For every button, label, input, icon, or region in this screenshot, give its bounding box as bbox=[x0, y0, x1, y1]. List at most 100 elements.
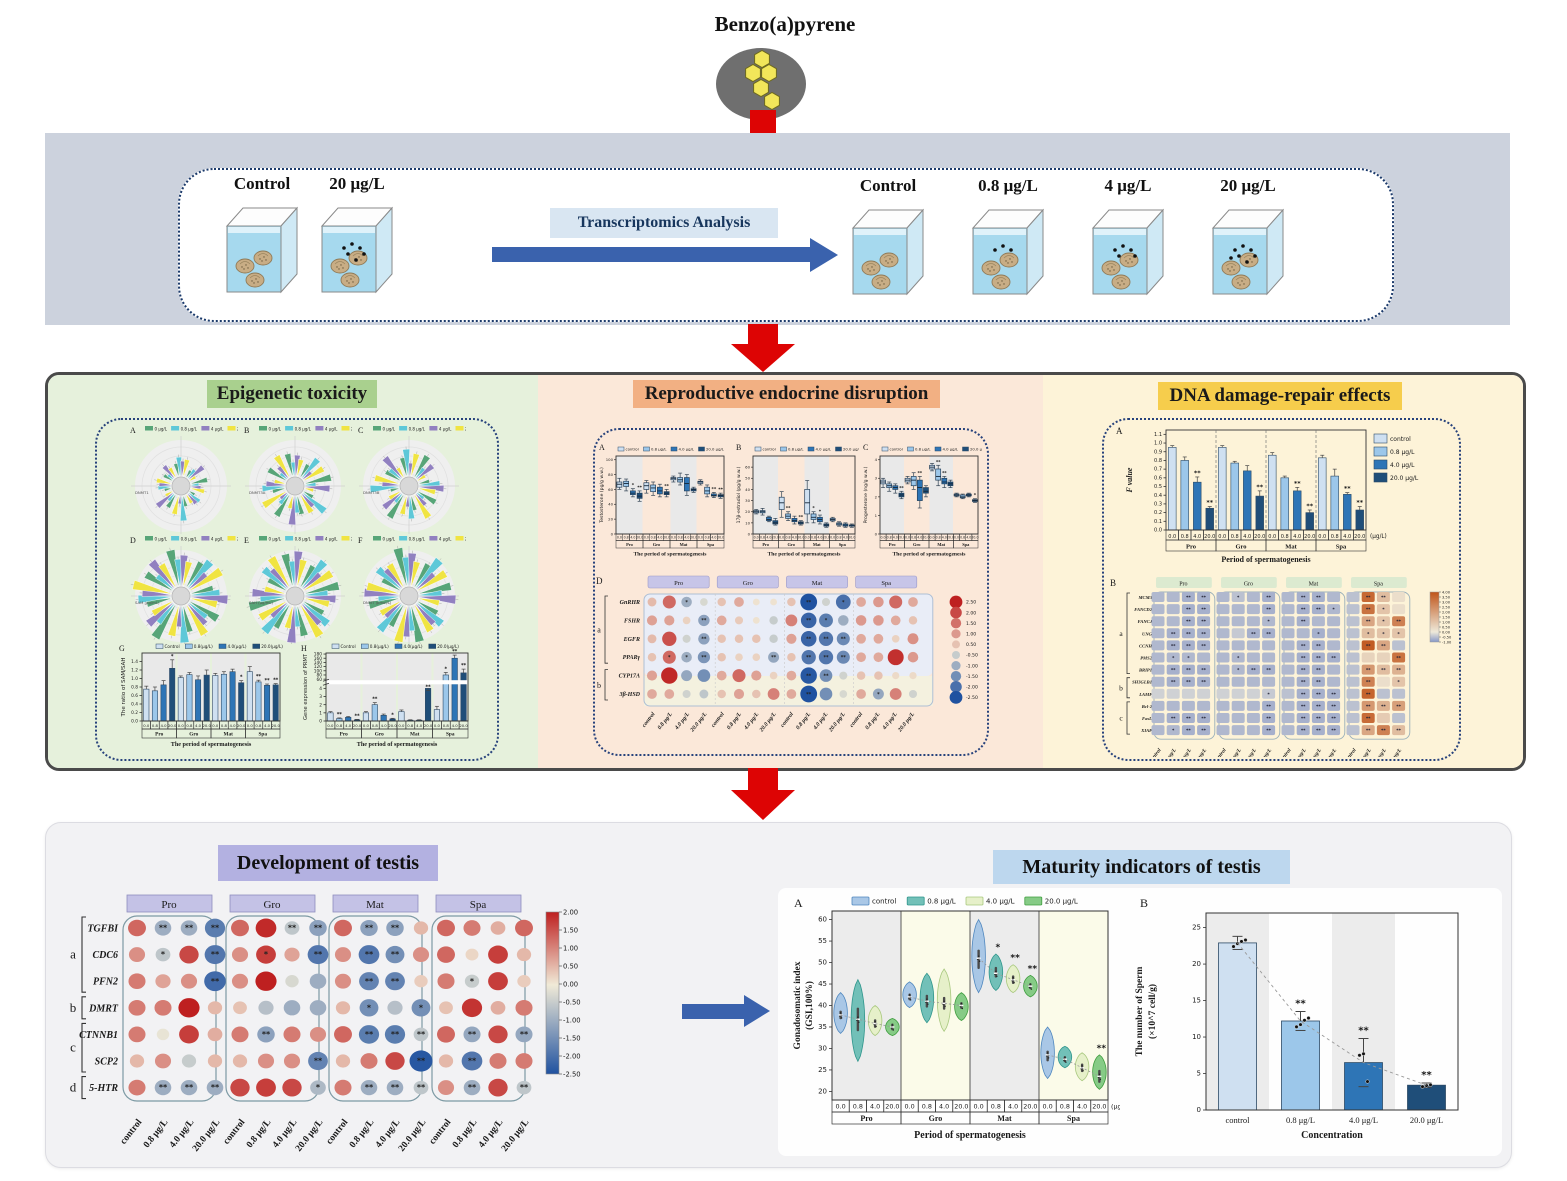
tank-label: Control bbox=[233, 174, 291, 193]
svg-text:0.8: 0.8 bbox=[255, 723, 262, 728]
svg-text:0.8: 0.8 bbox=[1154, 458, 1162, 464]
svg-text:4.0: 4.0 bbox=[264, 723, 271, 728]
svg-text:a: a bbox=[1119, 629, 1123, 638]
svg-text:Gro: Gro bbox=[375, 732, 384, 738]
svg-text:4.0(μg/L): 4.0(μg/L) bbox=[404, 644, 423, 649]
svg-text:50: 50 bbox=[818, 959, 827, 967]
transcriptomics-arrow-head bbox=[810, 238, 838, 272]
svg-text:*: * bbox=[974, 493, 977, 499]
svg-text:*: * bbox=[825, 618, 828, 624]
svg-text:TGFBI: TGFBI bbox=[87, 924, 119, 935]
svg-text:0.6: 0.6 bbox=[131, 693, 138, 699]
svg-text:**: ** bbox=[1316, 728, 1321, 734]
svg-text:**: ** bbox=[718, 487, 723, 493]
svg-text:0.8 μg/L: 0.8 μg/L bbox=[295, 427, 312, 432]
svg-text:c: c bbox=[1119, 714, 1123, 723]
svg-text:*: * bbox=[1367, 631, 1370, 637]
svg-text:**: ** bbox=[417, 1030, 426, 1039]
svg-text:0.8(μg/L): 0.8(μg/L) bbox=[194, 644, 213, 649]
svg-text:0.8: 0.8 bbox=[960, 536, 965, 540]
svg-text:control: control bbox=[711, 711, 726, 728]
svg-text:B: B bbox=[1110, 578, 1116, 588]
svg-text:**: ** bbox=[1028, 964, 1038, 974]
svg-text:control: control bbox=[763, 447, 776, 452]
svg-text:Pro: Pro bbox=[860, 1114, 872, 1123]
svg-text:**: ** bbox=[365, 950, 374, 959]
svg-text:80: 80 bbox=[608, 472, 613, 477]
svg-text:a: a bbox=[70, 947, 76, 962]
svg-text:5-HTR: 5-HTR bbox=[89, 1083, 118, 1094]
svg-text:DNMT3B: DNMT3B bbox=[363, 490, 380, 495]
svg-text:20.0: 20.0 bbox=[898, 536, 905, 540]
svg-text:**: ** bbox=[1201, 607, 1206, 613]
svg-text:**: ** bbox=[1301, 692, 1306, 698]
svg-text:**: ** bbox=[1301, 643, 1306, 649]
svg-text:Period of spermatogenesis: Period of spermatogenesis bbox=[914, 1130, 1026, 1141]
svg-text:**: ** bbox=[314, 1057, 323, 1066]
svg-text:0.8: 0.8 bbox=[1331, 534, 1339, 540]
svg-text:20.0: 20.0 bbox=[1023, 1103, 1037, 1111]
svg-text:4: 4 bbox=[319, 686, 322, 692]
svg-text:1.4: 1.4 bbox=[131, 659, 138, 665]
svg-text:**: ** bbox=[806, 637, 812, 643]
svg-text:**: ** bbox=[1366, 607, 1371, 613]
svg-text:1.00: 1.00 bbox=[966, 632, 976, 638]
svg-text:Pro: Pro bbox=[762, 542, 770, 547]
svg-text:control: control bbox=[1390, 436, 1411, 443]
svg-text:control: control bbox=[1278, 747, 1293, 757]
svg-text:4.0: 4.0 bbox=[1193, 534, 1201, 540]
svg-text:**: ** bbox=[1295, 999, 1306, 1010]
svg-text:PPARγ: PPARγ bbox=[623, 655, 641, 661]
svg-text:**: ** bbox=[1097, 1044, 1107, 1054]
svg-text:Period of spermatogenesis: Period of spermatogenesis bbox=[1221, 555, 1310, 564]
svg-text:0.8 μg/L: 0.8 μg/L bbox=[726, 711, 743, 731]
svg-text:20: 20 bbox=[745, 509, 750, 514]
svg-text:20 μg/L: 20 μg/L bbox=[237, 537, 238, 542]
svg-text:Gonadosomatic index: Gonadosomatic index bbox=[793, 961, 803, 1049]
svg-text:4.0: 4.0 bbox=[1293, 534, 1301, 540]
svg-text:LAMP: LAMP bbox=[1138, 692, 1152, 697]
svg-text:**: ** bbox=[1301, 704, 1306, 710]
svg-text:**: ** bbox=[1381, 704, 1386, 710]
svg-text:**: ** bbox=[1171, 716, 1176, 722]
svg-text:**: ** bbox=[1186, 595, 1191, 601]
svg-text:Testosterone (pg/g w.w.): Testosterone (pg/g w.w.) bbox=[599, 467, 605, 524]
svg-text:-2.50: -2.50 bbox=[966, 695, 978, 701]
svg-text:**: ** bbox=[1381, 728, 1386, 734]
svg-text:**: ** bbox=[806, 618, 812, 624]
svg-text:20.0 μg/L: 20.0 μg/L bbox=[1045, 898, 1078, 906]
svg-text:40: 40 bbox=[608, 502, 613, 507]
svg-text:0.8: 0.8 bbox=[991, 1103, 1001, 1111]
testis-flow-arrow-head bbox=[744, 995, 770, 1027]
svg-text:**: ** bbox=[1396, 656, 1401, 662]
svg-text:**: ** bbox=[1358, 1025, 1369, 1036]
svg-text:control: control bbox=[428, 1117, 454, 1146]
svg-text:20.0: 20.0 bbox=[885, 1103, 899, 1111]
svg-text:DNMT (pmol/L): DNMT (pmol/L) bbox=[363, 600, 392, 605]
svg-text:FANCJ: FANCJ bbox=[1138, 619, 1153, 624]
svg-text:Concentration: Concentration bbox=[1301, 1130, 1363, 1141]
svg-text:0.8 μg/L: 0.8 μg/L bbox=[245, 1118, 273, 1150]
svg-text:Spa: Spa bbox=[881, 580, 891, 587]
chart-rose-d: D 0 μg/L 0.8 μg/L 4 μg/L 20 μg/L SAM (μg/mL) bbox=[125, 532, 253, 646]
svg-text:B: B bbox=[1140, 896, 1148, 910]
svg-text:**: ** bbox=[1201, 595, 1206, 601]
svg-text:control: control bbox=[222, 1117, 248, 1146]
svg-text:0.0: 0.0 bbox=[671, 536, 676, 540]
svg-text:20.0: 20.0 bbox=[168, 723, 177, 728]
svg-text:**: ** bbox=[1186, 680, 1191, 686]
svg-text:**: ** bbox=[1186, 728, 1191, 734]
svg-text:**: ** bbox=[211, 950, 220, 959]
svg-text:4.0 μg/L: 4.0 μg/L bbox=[816, 447, 832, 452]
svg-text:*: * bbox=[1267, 619, 1270, 625]
svg-text:4.0 μg/L: 4.0 μg/L bbox=[812, 711, 830, 732]
svg-text:20.0 μg/L: 20.0 μg/L bbox=[1255, 748, 1273, 757]
svg-text:0.0: 0.0 bbox=[434, 723, 441, 728]
svg-text:**: ** bbox=[1301, 607, 1306, 613]
flow-arrow-down-2 bbox=[731, 324, 795, 372]
svg-text:**: ** bbox=[1266, 704, 1271, 710]
svg-text:**: ** bbox=[917, 470, 922, 476]
svg-text:UNG: UNG bbox=[1142, 631, 1153, 636]
svg-text:*: * bbox=[240, 675, 243, 681]
svg-text:**: ** bbox=[1186, 643, 1191, 649]
